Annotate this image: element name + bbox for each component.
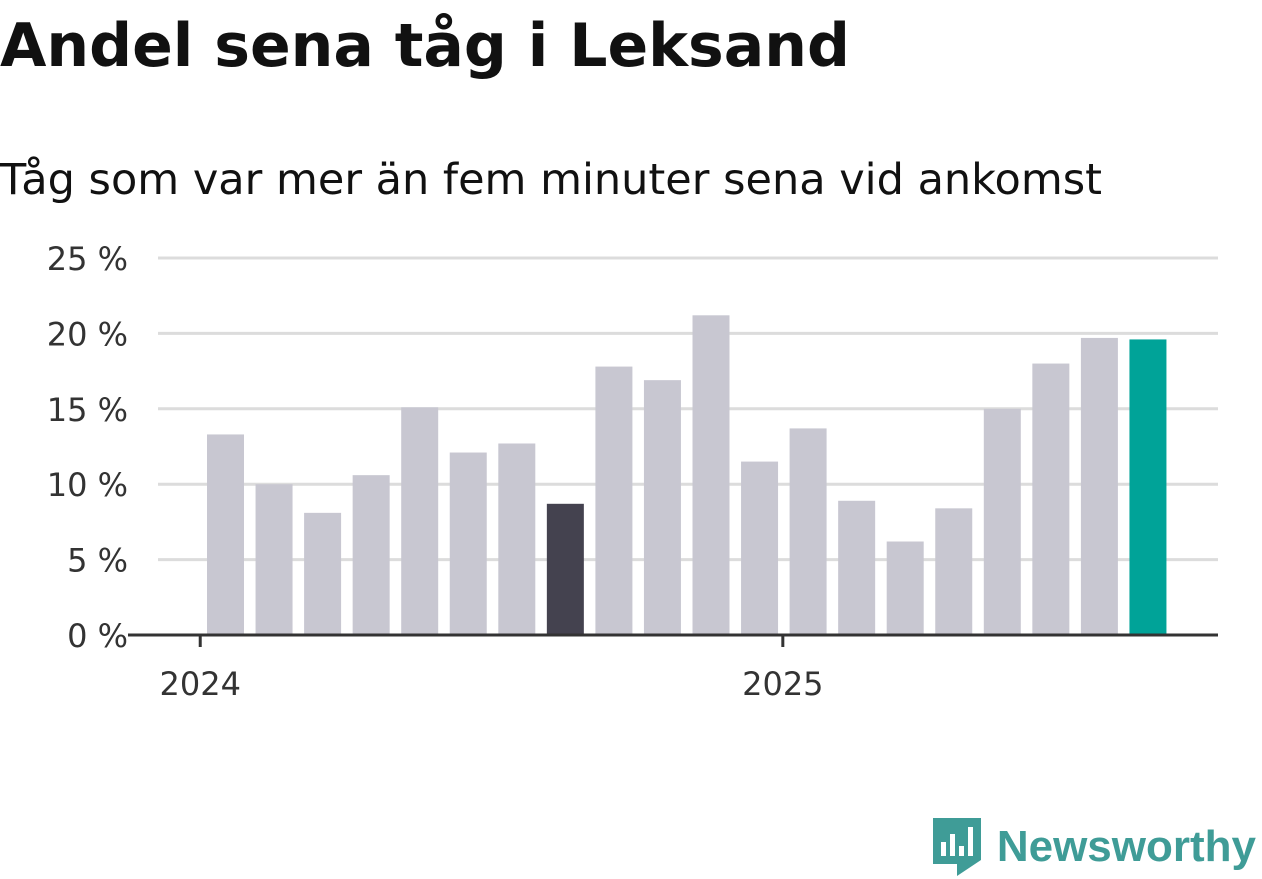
bar-2024-12 bbox=[741, 461, 779, 635]
bar-2025-05 bbox=[983, 408, 1021, 635]
bar-2025-03 bbox=[886, 541, 924, 635]
bar-2024-02 bbox=[255, 484, 293, 635]
newsworthy-logo-icon bbox=[932, 818, 981, 876]
bar-2024-11 bbox=[692, 315, 730, 635]
bar-2025-07 bbox=[1080, 337, 1118, 635]
chart-subtitle: Tåg som var mer än fem minuter sena vid … bbox=[0, 155, 1103, 205]
bar-2024-01 bbox=[207, 434, 244, 635]
y-tick-label: 0 % bbox=[67, 617, 128, 655]
y-tick-label: 10 % bbox=[47, 466, 128, 504]
bars bbox=[207, 315, 1167, 635]
bar-2025-08 bbox=[1129, 339, 1167, 635]
bar-2025-02 bbox=[838, 500, 876, 635]
y-tick-label: 15 % bbox=[47, 391, 128, 429]
bar-2025-06 bbox=[1032, 363, 1070, 635]
brand-name: Newsworthy bbox=[996, 822, 1256, 871]
bar-2024-07 bbox=[498, 443, 536, 635]
bar-2025-04 bbox=[935, 508, 973, 635]
y-tick-label: 5 % bbox=[67, 542, 128, 580]
bar-2024-05 bbox=[401, 407, 439, 635]
x-tick-label: 2025 bbox=[742, 665, 823, 703]
y-tick-label: 25 % bbox=[47, 240, 128, 278]
brand-logo: Newsworthy bbox=[932, 818, 1256, 876]
bar-2024-04 bbox=[352, 475, 390, 635]
bar-2024-03 bbox=[304, 512, 342, 635]
bar-2024-08 bbox=[546, 503, 584, 635]
bar-2025-01 bbox=[789, 428, 827, 635]
bar-2024-09 bbox=[595, 366, 633, 635]
y-tick-label: 20 % bbox=[47, 315, 128, 353]
x-axis-ticks: 2024 2025 bbox=[160, 635, 824, 703]
y-axis-tick-labels: 0 % 5 % 10 % 15 % 20 % 25 % bbox=[47, 240, 128, 655]
bar-2024-10 bbox=[643, 380, 681, 635]
chart-title: Andel sena tåg i Leksand bbox=[0, 11, 850, 81]
x-tick-label: 2024 bbox=[160, 665, 241, 703]
bar-2024-06 bbox=[449, 452, 487, 635]
